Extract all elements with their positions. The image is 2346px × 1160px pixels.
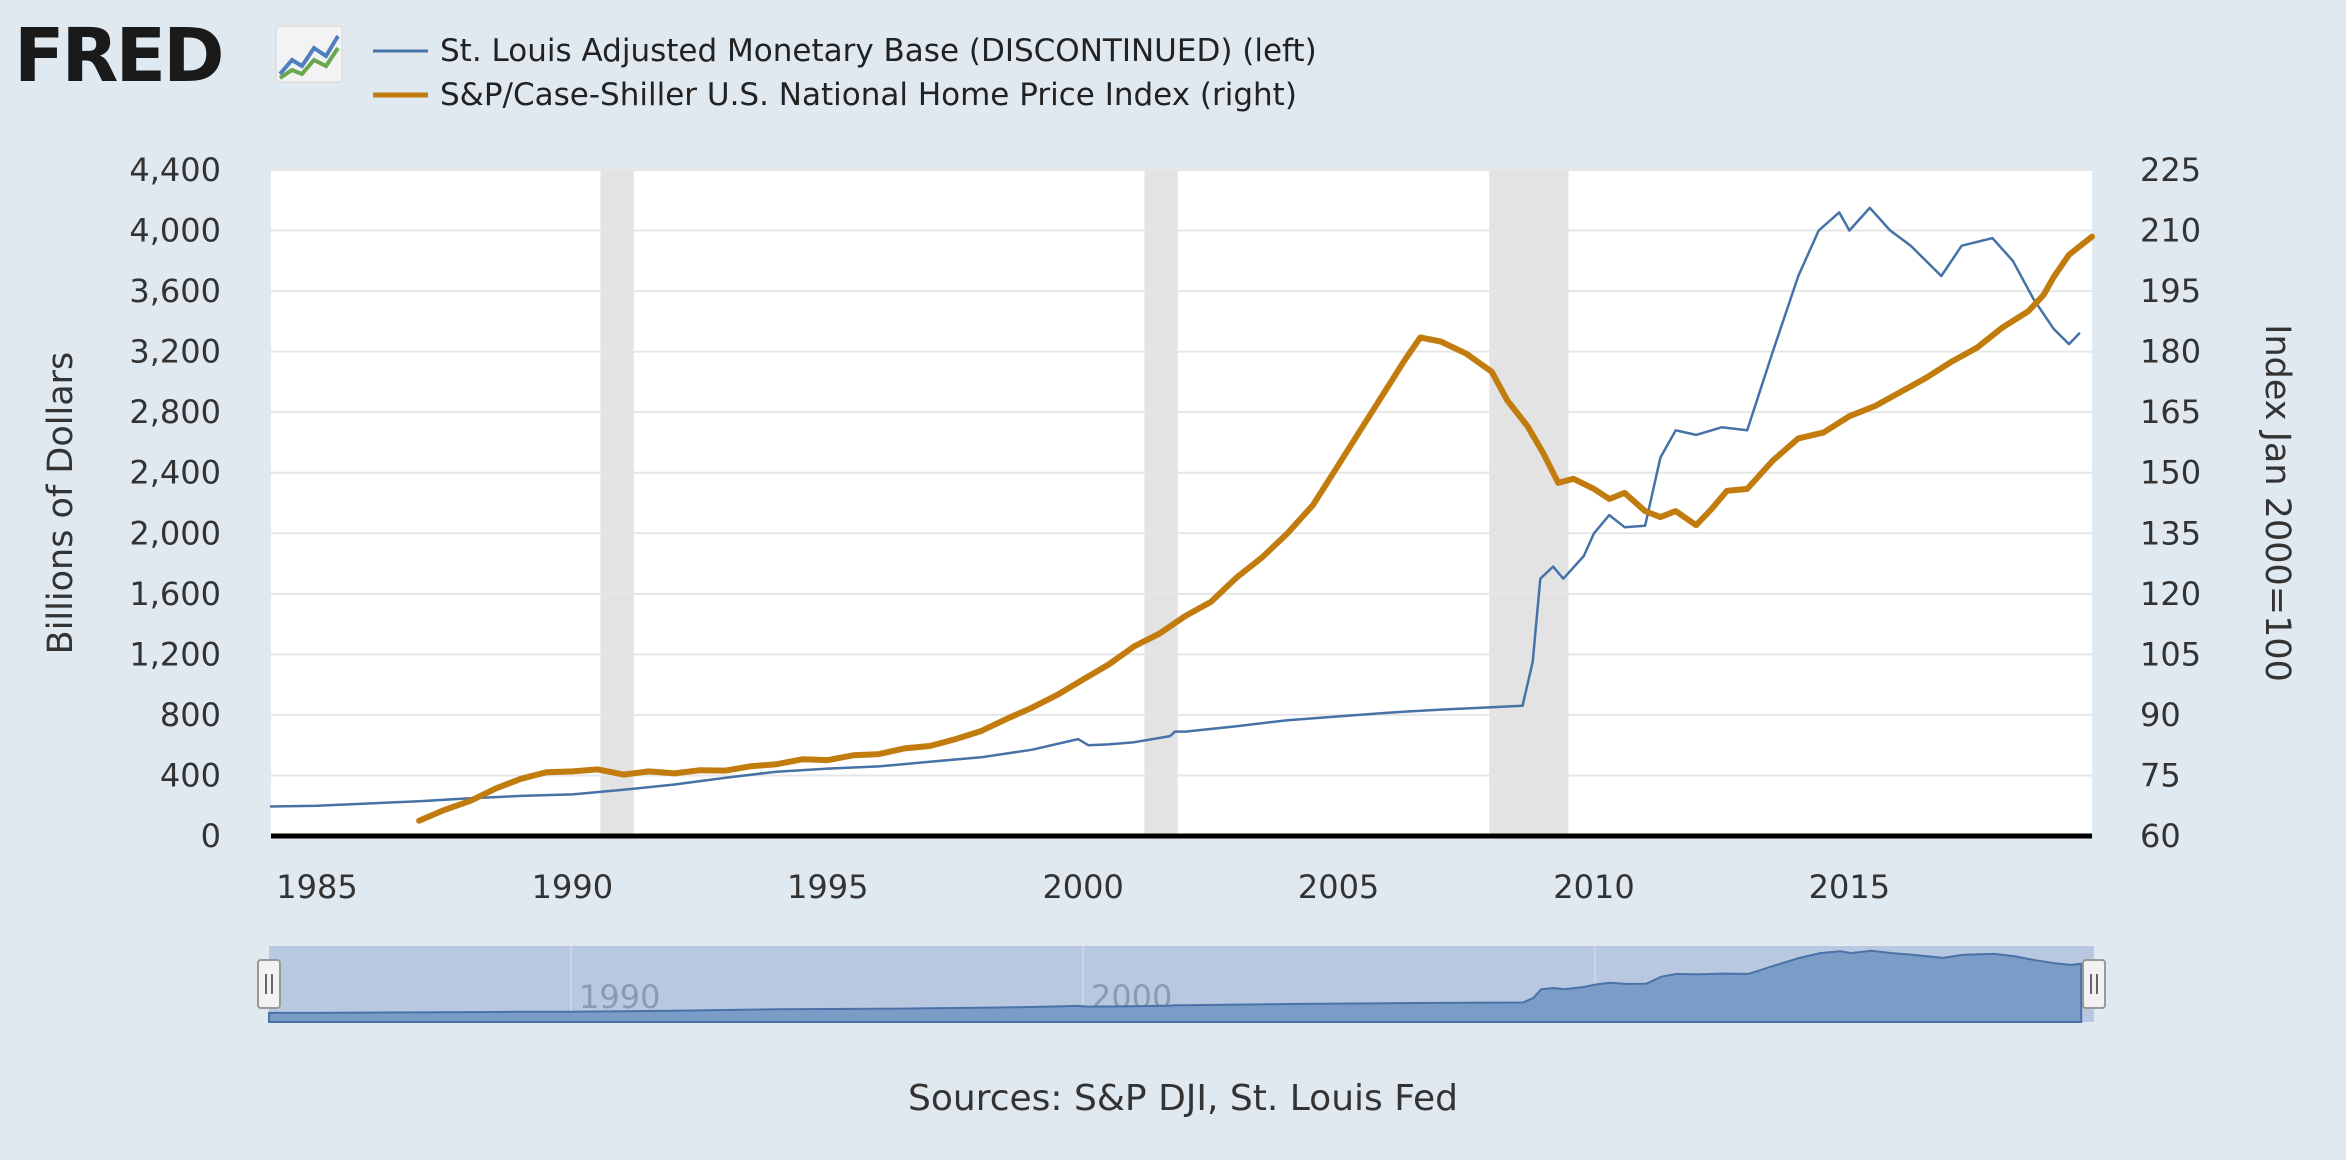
- navigator-handle-left[interactable]: [257, 959, 281, 1009]
- fred-logo[interactable]: FRED: [14, 18, 354, 88]
- y-right-tick-label: 150: [2140, 454, 2201, 492]
- x-tick-label: 2000: [1042, 868, 1123, 906]
- recession-band: [1489, 170, 1569, 836]
- y-right-tick-label: 210: [2140, 212, 2201, 250]
- x-tick-label: 2005: [1298, 868, 1379, 906]
- y-left-tick-label: 2,400: [129, 454, 221, 492]
- y-right-tick-label: 75: [2140, 756, 2181, 794]
- series-line-home-price-index: [416, 233, 2095, 824]
- legend-label-monetary-base: St. Louis Adjusted Monetary Base (DISCON…: [440, 33, 1317, 69]
- y-left-tick-label: 3,600: [129, 272, 221, 310]
- y-left-tick-label: 4,400: [129, 151, 221, 189]
- legend-label-home-price-index: S&P/Case-Shiller U.S. National Home Pric…: [440, 77, 1297, 113]
- gridlines: [271, 169, 2092, 777]
- x-tick-label: 2010: [1553, 868, 1634, 906]
- y-right-axis-title: Index Jan 2000=100: [2257, 324, 2297, 682]
- plot-area: [271, 170, 2092, 836]
- navigator-tick-label: 1990: [579, 978, 660, 1016]
- recession-bands: [600, 170, 1569, 836]
- x-tick-labels: 1985 1990 1995 2000 2005 2010 2015: [276, 868, 1890, 906]
- y-right-tick-label: 90: [2140, 696, 2181, 734]
- y-right-tick-label: 60: [2140, 817, 2181, 855]
- x-tick-label: 1995: [787, 868, 868, 906]
- y-left-tick-label: 800: [160, 696, 221, 734]
- legend: St. Louis Adjusted Monetary Base (DISCON…: [373, 33, 1317, 113]
- y-left-tick-label: 2,800: [129, 393, 221, 431]
- y-left-axis-title: Billions of Dollars: [41, 352, 81, 655]
- y-left-tick-labels: 0 400 800 1,200 1,600 2,000 2,400 2,800 3,200 3,6…: [129, 151, 221, 855]
- y-left-tick-label: 0: [201, 817, 221, 855]
- recession-band: [1144, 170, 1178, 836]
- y-right-tick-label: 180: [2140, 333, 2201, 371]
- navigator-handle-right[interactable]: [2082, 959, 2106, 1009]
- y-right-tick-label: 165: [2140, 393, 2201, 431]
- y-right-tick-label: 105: [2140, 635, 2201, 673]
- y-left-tick-label: 400: [160, 756, 221, 794]
- y-right-tick-labels: 60 75 90 105 120 135 150 165 180 195 210 225: [2140, 151, 2201, 855]
- x-tick-label: 1985: [276, 868, 357, 906]
- recession-band: [600, 170, 634, 836]
- navigator-area: [268, 949, 2083, 1023]
- y-right-tick-label: 225: [2140, 151, 2201, 189]
- y-left-tick-label: 2,000: [129, 514, 221, 552]
- y-right-tick-label: 135: [2140, 514, 2201, 552]
- y-right-tick-label: 120: [2140, 575, 2201, 613]
- y-left-tick-label: 1,200: [129, 635, 221, 673]
- navigator[interactable]: 199020002010: [257, 946, 2106, 1023]
- y-left-tick-label: 4,000: [129, 212, 221, 250]
- y-left-tick-label: 1,600: [129, 575, 221, 613]
- series-line-monetary-base: [269, 206, 2081, 808]
- y-left-tick-label: 3,200: [129, 333, 221, 371]
- sources-note: Sources: S&P DJI, St. Louis Fed: [908, 1078, 1458, 1119]
- x-tick-label: 1990: [532, 868, 613, 906]
- x-tick-label: 2015: [1809, 868, 1890, 906]
- series-lines: [269, 206, 2095, 824]
- y-right-tick-label: 195: [2140, 272, 2201, 310]
- fred-chart-icon: [275, 25, 343, 83]
- fred-logo-text: FRED: [14, 18, 222, 88]
